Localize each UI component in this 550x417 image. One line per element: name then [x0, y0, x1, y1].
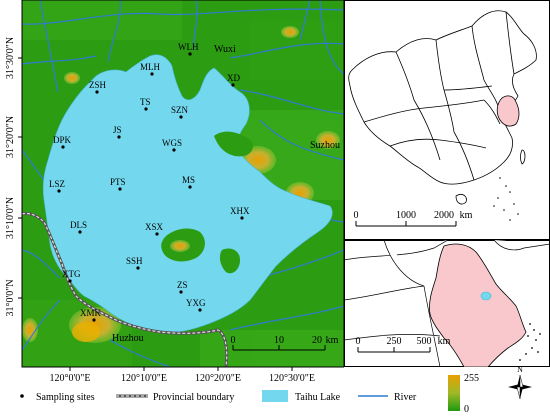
south-sea-islands	[493, 177, 519, 221]
site-label-zsh: ZSH	[89, 80, 107, 90]
legend-label-river: River	[394, 392, 417, 403]
site-label-xmk: XMK	[80, 308, 102, 318]
peninsula-east	[214, 131, 253, 157]
site-label-yxg: YXG	[186, 298, 206, 308]
rivers	[22, 0, 344, 367]
site-label-szn: SZN	[171, 105, 189, 115]
main-map-frame	[21, 0, 344, 368]
jiangsu-scale-tick-250: 250	[387, 336, 402, 347]
neighbor-provinces	[344, 240, 550, 367]
site-marker-zs	[179, 290, 183, 294]
site-marker-zsh	[95, 90, 99, 94]
main-scale-tick-10: 10	[274, 335, 284, 346]
city-label-wuxi: Wuxi	[214, 44, 236, 55]
site-marker-xsx	[155, 232, 159, 236]
jiangsu-scale-unit: km	[438, 336, 451, 347]
lat-tick-label-31-30: 31°30'0"N	[5, 37, 16, 79]
legend-right: River 255 0 N	[358, 367, 532, 415]
north-arrow: N	[508, 367, 532, 400]
jiangsu-province	[429, 243, 527, 367]
china-scale-unit: km	[460, 210, 473, 221]
site-label-dpk: DPK	[53, 135, 72, 145]
main-scale-tick-20: 20	[312, 335, 322, 346]
lat-tick-label-31-20: 31°20'0"N	[5, 116, 16, 158]
north-arrow-label: N	[517, 367, 523, 374]
site-label-ts: TS	[140, 97, 151, 107]
legend-label-sampling-sites: Sampling sites	[36, 392, 95, 403]
site-marker-wlh	[188, 52, 192, 56]
site-marker-lsz	[57, 189, 61, 193]
site-marker-mlh	[150, 72, 154, 76]
china-scale-tick-1000: 1000	[396, 210, 416, 221]
site-label-xd: XD	[227, 73, 240, 83]
legend-label-provincial-boundary: Provincial boundary	[153, 392, 234, 403]
site-label-js: JS	[113, 125, 122, 135]
jiangsu-scale-tick-500: 500	[417, 336, 432, 347]
taihu-lake	[42, 54, 333, 333]
site-marker-ts	[144, 107, 148, 111]
lon-tick-label-120-00: 120°0'0"E	[50, 373, 91, 384]
site-label-wlh: WLH	[178, 42, 199, 52]
jiangsu-inset-map: 0 250 500 km	[344, 240, 550, 367]
site-marker-wgs	[172, 148, 176, 152]
site-marker-xmk	[92, 318, 96, 322]
taihu-main-map: 0 10 20 km Wuxi Suzhou Huzhou WLH MLH XD ZS…	[5, 0, 344, 403]
island-xishan-hill	[170, 240, 190, 252]
site-marker-yxg	[198, 308, 202, 312]
legend: Sampling sites Provincial boundary Taihu…	[20, 390, 341, 403]
lat-tick-label-31-00: 31°0'0"N	[5, 279, 16, 316]
site-marker-szn	[179, 115, 183, 119]
main-scale-tick-0: 0	[231, 335, 236, 346]
legend-site-symbol	[20, 394, 24, 398]
main-scale-bar: 0 10 20 km	[231, 335, 339, 351]
site-label-xhx: XHX	[230, 206, 250, 216]
legend-elevation-max: 255	[464, 373, 479, 384]
site-label-ssh: SSH	[126, 256, 143, 266]
legend-label-taihu-lake: Taihu Lake	[295, 392, 341, 403]
site-marker-ssh	[136, 266, 140, 270]
site-marker-xd	[231, 83, 235, 87]
china-scale-bar: 0 1000 2000 km	[354, 210, 473, 227]
site-label-ms: MS	[182, 175, 195, 185]
site-marker-pts	[118, 187, 122, 191]
taiwan-island	[520, 149, 526, 165]
island-small	[219, 248, 240, 274]
china-scale-tick-2000: 2000	[434, 210, 454, 221]
site-marker-dpk	[61, 145, 65, 149]
site-label-dls: DLS	[70, 220, 87, 230]
sampling-sites: WLH MLH XD ZSH TS SZN JS DPK WGS MS PTS LSZ XHX DLS XS…	[49, 42, 250, 322]
legend-elevation-min: 0	[464, 404, 469, 415]
legend-elevation-ramp	[448, 375, 460, 411]
jiangsu-scale-bar: 0 250 500 km	[356, 336, 451, 353]
site-label-lsz: LSZ	[49, 179, 65, 189]
site-marker-dls	[78, 230, 82, 234]
lon-tick-label-120-20: 120°20'0"E	[195, 373, 241, 384]
site-label-mlh: MLH	[140, 62, 161, 72]
site-label-xsx: XSX	[145, 222, 164, 232]
legend-lake-symbol	[262, 390, 288, 402]
site-label-xtg: XTG	[62, 269, 81, 279]
city-label-huzhou: Huzhou	[112, 333, 144, 344]
china-inset-map: 0 1000 2000 km	[344, 0, 550, 240]
site-marker-ms	[188, 185, 192, 189]
site-label-pts: PTS	[110, 177, 126, 187]
lon-tick-label-120-10: 120°10'0"E	[121, 373, 167, 384]
site-marker-xhx	[240, 216, 244, 220]
site-label-zs: ZS	[177, 280, 188, 290]
coastal-islands	[519, 323, 541, 361]
jiangsu-highlight	[496, 95, 520, 127]
city-label-suzhou: Suzhou	[310, 140, 340, 151]
china-scale-tick-0: 0	[354, 210, 359, 221]
hainan-island	[455, 194, 467, 205]
main-scale-unit: km	[326, 335, 339, 346]
lon-tick-label-120-30: 120°30'0"E	[269, 373, 315, 384]
lat-tick-label-31-10: 31°10'0"N	[5, 197, 16, 239]
taihu-lake-inset	[480, 291, 492, 301]
site-marker-js	[117, 135, 121, 139]
jiangsu-scale-tick-0: 0	[356, 336, 361, 347]
site-marker-xtg	[68, 279, 72, 283]
site-label-wgs: WGS	[162, 138, 182, 148]
